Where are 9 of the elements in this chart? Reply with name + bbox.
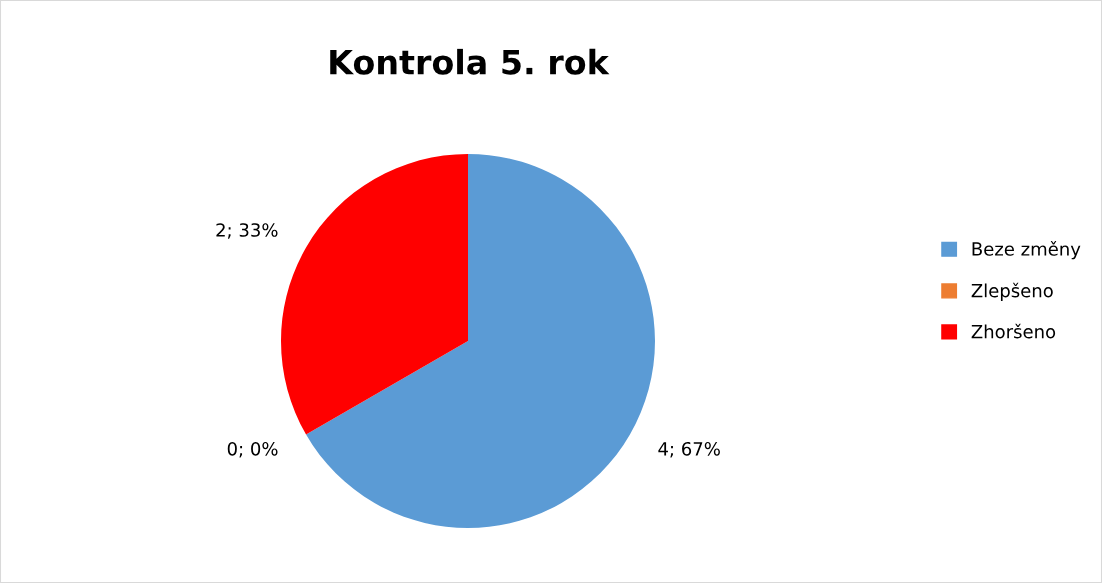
data-label: 2; 33% bbox=[216, 223, 278, 239]
text: 0; 0% bbox=[227, 441, 278, 458]
legend-label: Zhoršeno bbox=[971, 323, 1056, 339]
pie-slice bbox=[281, 154, 468, 435]
legend-label: Zlepšeno bbox=[971, 282, 1053, 301]
chart-title: Kontrola 5. rok bbox=[330, 48, 610, 75]
legend-label: Beze změny bbox=[972, 241, 1081, 260]
pie-slice bbox=[306, 154, 655, 528]
data-label: 4; 67% bbox=[658, 441, 720, 458]
